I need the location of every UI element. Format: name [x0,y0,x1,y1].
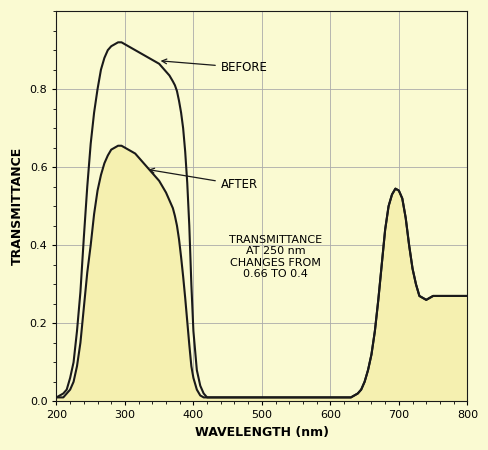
Text: AFTER: AFTER [149,168,257,191]
X-axis label: WAVELENGTH (nm): WAVELENGTH (nm) [195,426,328,439]
Y-axis label: TRANSMITTANCE: TRANSMITTANCE [11,147,24,266]
Text: TRANSMITTANCE
AT 250 nm
CHANGES FROM
0.66 TO 0.4: TRANSMITTANCE AT 250 nm CHANGES FROM 0.6… [228,234,322,279]
Text: BEFORE: BEFORE [162,59,267,74]
